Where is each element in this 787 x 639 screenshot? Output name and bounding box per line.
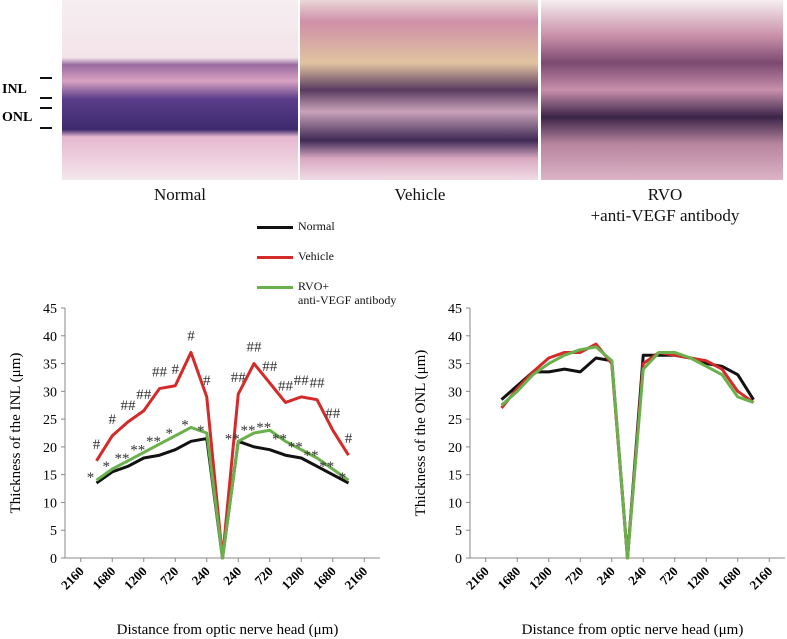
legend-swatch: [257, 286, 293, 289]
significance-label: **: [319, 459, 334, 475]
panel-label: Vehicle: [394, 185, 446, 204]
y-tick-label: 15: [448, 469, 462, 484]
x-tick-label: 240: [625, 564, 649, 588]
histology-image: [300, 0, 538, 180]
significance-label: **: [225, 431, 240, 447]
y-tick-label: 40: [43, 330, 57, 345]
y-tick-label: 45: [43, 302, 57, 317]
significance-label: ##: [262, 359, 278, 375]
panel-label: Normal: [154, 185, 206, 204]
y-axis-title: Thickness of the INL (μm): [8, 353, 24, 514]
y-axis-title: Thickness of the ONL (μm): [413, 350, 429, 517]
significance-label: **: [130, 442, 145, 458]
y-tick-label: 20: [43, 441, 57, 456]
legend-swatch: [257, 256, 293, 259]
x-tick-label: 1200: [278, 564, 307, 593]
significance-label: **: [288, 440, 303, 456]
significance-label: **: [115, 451, 130, 467]
series-line: [95, 425, 350, 560]
y-tick-label: 30: [43, 385, 57, 400]
legend-label: RVO+ anti-VEGF antibody: [298, 279, 397, 307]
x-tick-label: 240: [188, 564, 212, 588]
x-tick-label: 720: [251, 564, 275, 588]
series-line: [500, 342, 755, 560]
significance-label: *: [166, 426, 174, 442]
significance-label: **: [272, 431, 287, 447]
y-tick-label: 0: [50, 552, 57, 567]
significance-label: **: [146, 434, 161, 450]
significance-label: ##: [247, 340, 263, 356]
histology-image: [541, 0, 783, 180]
significance-label: *: [87, 470, 95, 486]
significance-label: ##: [136, 387, 152, 403]
legend-swatch: [257, 226, 293, 229]
x-tick-label: 2160: [341, 564, 370, 593]
histology-image: [62, 0, 298, 180]
significance-label: #: [109, 412, 117, 428]
significance-label: #: [93, 437, 101, 453]
y-tick-label: 15: [43, 469, 57, 484]
x-tick-label: 720: [157, 564, 181, 588]
x-tick-label: 240: [220, 564, 244, 588]
x-tick-label: 240: [593, 564, 617, 588]
significance-label: *: [339, 470, 347, 486]
y-tick-label: 35: [43, 358, 57, 373]
layer-label: INL: [2, 82, 27, 97]
y-tick-label: 40: [448, 330, 462, 345]
series-line: [500, 345, 754, 560]
y-tick-label: 25: [43, 413, 57, 428]
x-tick-label: 1200: [121, 564, 150, 593]
x-tick-label: 1680: [89, 564, 118, 593]
significance-label: #: [172, 362, 180, 378]
legend-label: Normal: [298, 219, 335, 233]
y-tick-label: 10: [448, 496, 462, 511]
significance-label: #: [203, 373, 211, 389]
y-tick-label: 45: [448, 302, 462, 317]
legend-label: Vehicle: [298, 249, 334, 263]
significance-label: ##: [294, 373, 310, 389]
y-tick-label: 5: [50, 524, 57, 539]
y-tick-label: 5: [455, 524, 462, 539]
x-tick-label: 2160: [58, 564, 87, 593]
panel-label: RVO +anti-VEGF antibody: [590, 185, 740, 225]
x-tick-label: 1680: [715, 564, 744, 593]
significance-label: *: [197, 423, 205, 439]
significance-label: ##: [152, 365, 168, 381]
y-tick-label: 35: [448, 358, 462, 373]
x-tick-label: 720: [562, 564, 586, 588]
series-line: [500, 353, 755, 560]
significance-label: ##: [310, 376, 326, 392]
significance-label: *: [181, 417, 189, 433]
x-tick-label: 720: [656, 564, 680, 588]
y-tick-label: 20: [448, 441, 462, 456]
significance-label: ##: [121, 398, 137, 414]
significance-label: #: [187, 328, 195, 344]
significance-label: ##: [231, 370, 247, 386]
layer-label: ONL: [2, 110, 32, 125]
significance-label: **: [256, 420, 271, 436]
x-axis-title: Distance from optic nerve head (μm): [117, 622, 339, 638]
y-tick-label: 25: [448, 413, 462, 428]
x-tick-label: 1200: [683, 564, 712, 593]
x-tick-label: 1680: [310, 564, 339, 593]
y-tick-label: 10: [43, 496, 57, 511]
significance-label: **: [241, 423, 256, 439]
x-tick-label: 2160: [746, 564, 775, 593]
x-tick-label: 1200: [526, 564, 555, 593]
x-tick-label: 1680: [494, 564, 523, 593]
significance-label: ##: [278, 378, 294, 394]
y-tick-label: 0: [455, 552, 462, 567]
significance-label: *: [103, 459, 111, 475]
significance-label: **: [304, 448, 319, 464]
significance-label: #: [345, 431, 353, 447]
x-tick-label: 2160: [463, 564, 492, 593]
y-tick-label: 30: [448, 385, 462, 400]
x-axis-title: Distance from optic nerve head (μm): [522, 622, 744, 638]
layer-markers: [40, 77, 52, 129]
significance-label: ##: [325, 406, 341, 422]
